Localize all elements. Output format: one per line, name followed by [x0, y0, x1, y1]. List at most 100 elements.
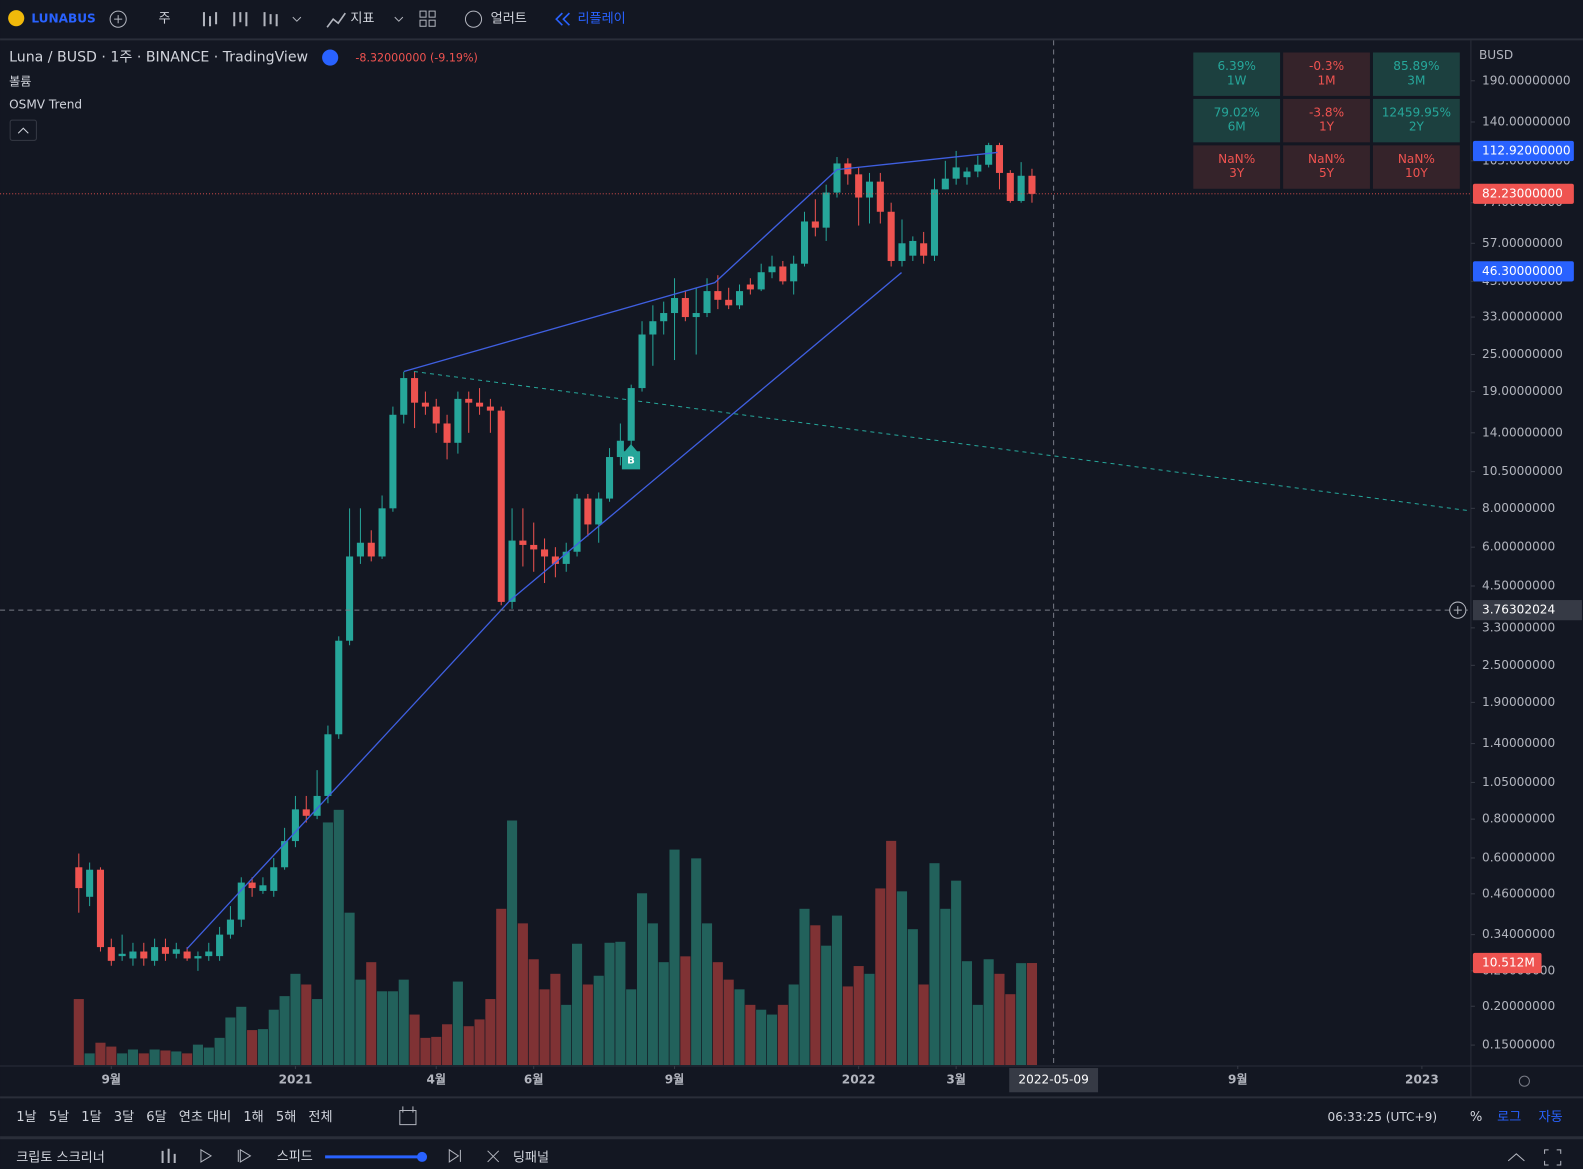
- volume-bar: [203, 1047, 214, 1066]
- performance-value: -0.3%: [1309, 59, 1344, 73]
- percent-toggle[interactable]: %: [1470, 1110, 1482, 1125]
- candle-body: [876, 181, 884, 212]
- volume-bar: [680, 956, 691, 1066]
- volume-bar: [582, 984, 593, 1066]
- candle-body: [930, 189, 939, 256]
- replay[interactable]: 리플레이: [577, 11, 625, 27]
- axis-unit: BUSD: [1479, 48, 1513, 62]
- performance-value: NaN%: [1398, 152, 1435, 166]
- fullscreen-icon[interactable]: [1544, 1149, 1562, 1166]
- candle-body: [670, 298, 679, 314]
- volume-bar: [799, 908, 810, 1066]
- candle-body: [291, 809, 299, 842]
- interval[interactable]: 주: [159, 12, 171, 27]
- dropdown[interactable]: [292, 16, 302, 22]
- candle-body: [909, 240, 917, 256]
- step-button[interactable]: [237, 1148, 252, 1163]
- forward-button[interactable]: [448, 1148, 461, 1163]
- range-button[interactable]: 5날: [49, 1109, 69, 1125]
- chart-title: Luna / BUSD · 1주 · BINANCE · TradingView: [9, 50, 308, 66]
- volume-bar: [723, 979, 734, 1066]
- volume-bar: [691, 858, 702, 1066]
- collapse-button[interactable]: [9, 119, 37, 141]
- volume-bar: [117, 1053, 128, 1066]
- range-button[interactable]: 3달: [114, 1109, 134, 1125]
- speed-handle[interactable]: [416, 1151, 428, 1162]
- candle-body: [768, 266, 776, 273]
- volume-bar: [875, 888, 886, 1066]
- volume-bar: [712, 962, 723, 1066]
- chart-type-icons[interactable]: [202, 12, 278, 27]
- screener-tab[interactable]: 크립토 스크리너: [16, 1149, 105, 1165]
- y-tick-label: 2.50000000: [1482, 658, 1555, 672]
- crosshair-date: 2022-05-09: [1018, 1073, 1088, 1087]
- x-tick-label: 2022: [842, 1073, 876, 1087]
- alert[interactable]: 얼러트: [491, 11, 527, 27]
- candle-body: [811, 221, 819, 228]
- volume-bar: [864, 973, 875, 1066]
- x-tick-label: 2023: [1405, 1073, 1439, 1087]
- candle-body: [86, 869, 94, 897]
- study-volume[interactable]: 볼륨: [9, 74, 31, 88]
- candle-body: [118, 953, 126, 957]
- volume-bar: [734, 989, 745, 1066]
- expand-icon[interactable]: [1507, 1153, 1525, 1162]
- candle-body: [616, 440, 624, 458]
- y-tick-label: 6.00000000: [1482, 540, 1555, 554]
- volume-bar: [268, 1009, 279, 1066]
- date-range-icon[interactable]: [399, 1106, 417, 1126]
- y-tick-label: 1.90000000: [1482, 695, 1555, 709]
- volume-bar: [301, 984, 312, 1066]
- candle-body: [714, 291, 722, 300]
- volume-bar: [398, 979, 409, 1066]
- candle-body: [400, 378, 408, 415]
- dropdown[interactable]: [394, 16, 404, 22]
- range-button[interactable]: 5해: [276, 1109, 296, 1125]
- range-button[interactable]: 1해: [243, 1109, 263, 1125]
- range-button[interactable]: 6달: [146, 1109, 166, 1125]
- volume-bar: [387, 991, 398, 1066]
- performance-cell: [1372, 52, 1460, 96]
- range-button[interactable]: 1날: [16, 1109, 36, 1125]
- volume-bar: [257, 1029, 268, 1066]
- range-button[interactable]: 1달: [81, 1109, 101, 1125]
- candle-body: [302, 809, 310, 816]
- price-tag: [1472, 261, 1574, 282]
- volume-bar: [452, 981, 463, 1066]
- candle-body: [595, 498, 603, 525]
- y-tick-label: 0.60000000: [1482, 850, 1555, 864]
- y-tick-label: 14.00000000: [1482, 425, 1563, 439]
- y-tick-label: 0.46000000: [1482, 886, 1555, 900]
- indicators[interactable]: 지표: [350, 11, 374, 27]
- volume-bar: [247, 1030, 258, 1066]
- volume-bar: [160, 1050, 171, 1066]
- auto-toggle[interactable]: 자동: [1539, 1109, 1563, 1125]
- candle-body: [800, 221, 809, 264]
- close-replay[interactable]: [487, 1150, 500, 1163]
- candle-body: [140, 951, 148, 959]
- replay-ctrl-icon[interactable]: [161, 1148, 176, 1163]
- volume-bar: [236, 1006, 247, 1066]
- log-toggle[interactable]: 로그: [1497, 1110, 1521, 1125]
- volume-bar: [886, 840, 897, 1066]
- range-button[interactable]: 전체: [308, 1109, 332, 1125]
- layout-icon[interactable]: [419, 10, 427, 18]
- play-button[interactable]: [200, 1148, 213, 1163]
- volume-bar: [528, 959, 539, 1066]
- candle-body: [573, 498, 581, 552]
- candle-body: [476, 402, 484, 407]
- price-tag: [1472, 140, 1574, 162]
- candle-body: [96, 869, 104, 948]
- candle-body: [725, 299, 733, 306]
- y-tick-label: 33.00000000: [1482, 310, 1563, 324]
- volume-bar: [853, 966, 864, 1066]
- volume-bar: [550, 973, 561, 1066]
- range-button[interactable]: 연초 대비: [179, 1109, 231, 1125]
- add-symbol[interactable]: [109, 10, 127, 28]
- panel-tab[interactable]: 딩패널: [513, 1149, 549, 1165]
- symbol[interactable]: LUNABUS: [31, 12, 95, 26]
- study-osmv[interactable]: OSMV Trend: [9, 97, 82, 111]
- candle-body: [920, 243, 928, 256]
- settings-icon[interactable]: [1518, 1075, 1530, 1087]
